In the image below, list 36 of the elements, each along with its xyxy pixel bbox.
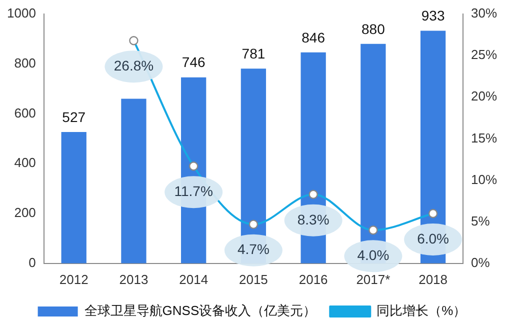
data-label: 846 bbox=[302, 29, 326, 46]
data-label: 781 bbox=[242, 45, 266, 62]
data-label: 11.7% bbox=[174, 182, 213, 199]
data-label: 8.3% bbox=[297, 211, 330, 228]
bar bbox=[121, 98, 146, 264]
data-label: 4.0% bbox=[357, 247, 390, 264]
x-tick-label: 2016 bbox=[298, 272, 328, 287]
x-tick-label: 2013 bbox=[119, 272, 148, 287]
y-tick-label: 400 bbox=[14, 155, 36, 170]
y-tick-label: 0 bbox=[28, 254, 36, 270]
data-label: 527 bbox=[62, 108, 86, 125]
x-tick-label: 2017* bbox=[356, 272, 390, 287]
bar bbox=[61, 132, 86, 264]
data-label: 746 bbox=[182, 54, 206, 70]
y2-tick-label: 10% bbox=[470, 172, 498, 187]
data-label: 4.7% bbox=[237, 241, 270, 258]
y2-tick-label: 5% bbox=[470, 213, 490, 228]
y2-tick-label: 0% bbox=[470, 254, 490, 270]
data-label: 26.8% bbox=[114, 57, 154, 74]
x-tick-label: 2015 bbox=[238, 272, 268, 287]
y2-tick-label: 20% bbox=[470, 88, 498, 104]
y-tick-label: 800 bbox=[14, 55, 36, 70]
y2-tick-label: 30% bbox=[470, 6, 498, 21]
data-label: 880 bbox=[362, 20, 386, 37]
y2-tick-label: 25% bbox=[470, 47, 498, 62]
legend-label: 同比增长（%） bbox=[376, 303, 466, 318]
x-tick-label: 2018 bbox=[418, 272, 448, 287]
data-label: 6.0% bbox=[417, 230, 450, 246]
data-label: 933 bbox=[421, 8, 445, 24]
y-tick-label: 200 bbox=[14, 205, 36, 220]
x-tick-label: 2014 bbox=[179, 272, 208, 287]
x-tick-label: 2012 bbox=[59, 272, 88, 287]
y-tick-label: 600 bbox=[14, 105, 36, 120]
y-tick-label: 1000 bbox=[7, 6, 36, 21]
legend-label: 全球卫星导航GNSS设备收入（亿美元） bbox=[84, 303, 316, 318]
y2-tick-label: 15% bbox=[470, 130, 498, 146]
